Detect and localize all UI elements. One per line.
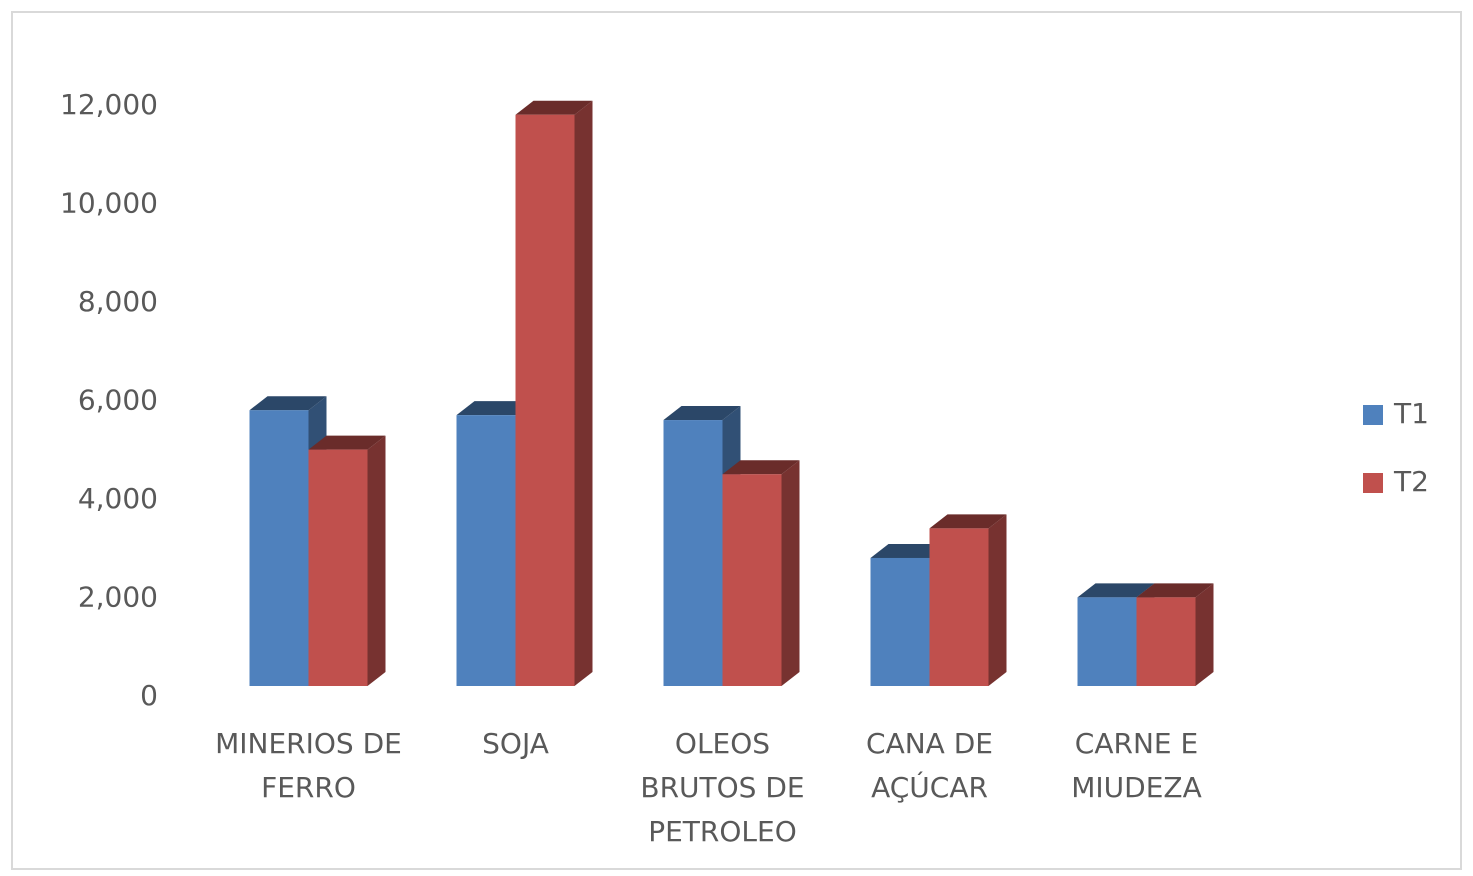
bar-top — [1077, 583, 1155, 598]
legend-label: T2 — [1393, 465, 1429, 498]
bar-side — [367, 435, 386, 686]
bar — [1077, 597, 1137, 686]
x-tick-label: CANA DE AÇÚCAR — [866, 727, 993, 804]
bar-side — [988, 514, 1007, 686]
bar-top — [722, 460, 800, 475]
bar-top — [515, 100, 593, 115]
bar-side — [574, 100, 593, 686]
x-tick-label: CARNE E MIUDEZA — [1071, 727, 1202, 804]
bar-side — [781, 460, 800, 686]
bar-top — [929, 514, 1007, 529]
x-tick-label: OLEOS BRUTOS DE PETROLEO — [640, 727, 805, 848]
legend-swatch — [1363, 473, 1383, 493]
bar — [1136, 597, 1196, 686]
x-tick-label: SOJA — [482, 727, 549, 760]
y-tick-label: 8,000 — [78, 285, 158, 318]
bar-top — [456, 401, 534, 416]
y-tick-label: 6,000 — [78, 384, 158, 417]
y-tick-label: 10,000 — [60, 187, 158, 220]
legend-swatch — [1363, 405, 1383, 425]
bar-side — [1195, 583, 1214, 686]
legend-label: T1 — [1393, 397, 1429, 430]
bar — [308, 449, 368, 686]
bar — [515, 114, 575, 686]
y-tick-label: 0 — [140, 679, 158, 712]
bar — [929, 528, 989, 686]
bar — [249, 410, 309, 686]
bar-top — [249, 396, 327, 411]
bar-top — [1136, 583, 1214, 598]
y-tick-label: 2,000 — [78, 581, 158, 614]
bar — [456, 415, 516, 686]
y-tick-label: 4,000 — [78, 482, 158, 515]
bar-top — [308, 435, 386, 450]
x-tick-label: MINERIOS DE FERRO — [215, 727, 402, 804]
bar-top — [663, 406, 741, 421]
bar — [722, 474, 782, 686]
bar-top — [870, 543, 948, 558]
y-tick-label: 12,000 — [60, 88, 158, 121]
bar — [870, 557, 930, 686]
bar — [663, 420, 723, 686]
